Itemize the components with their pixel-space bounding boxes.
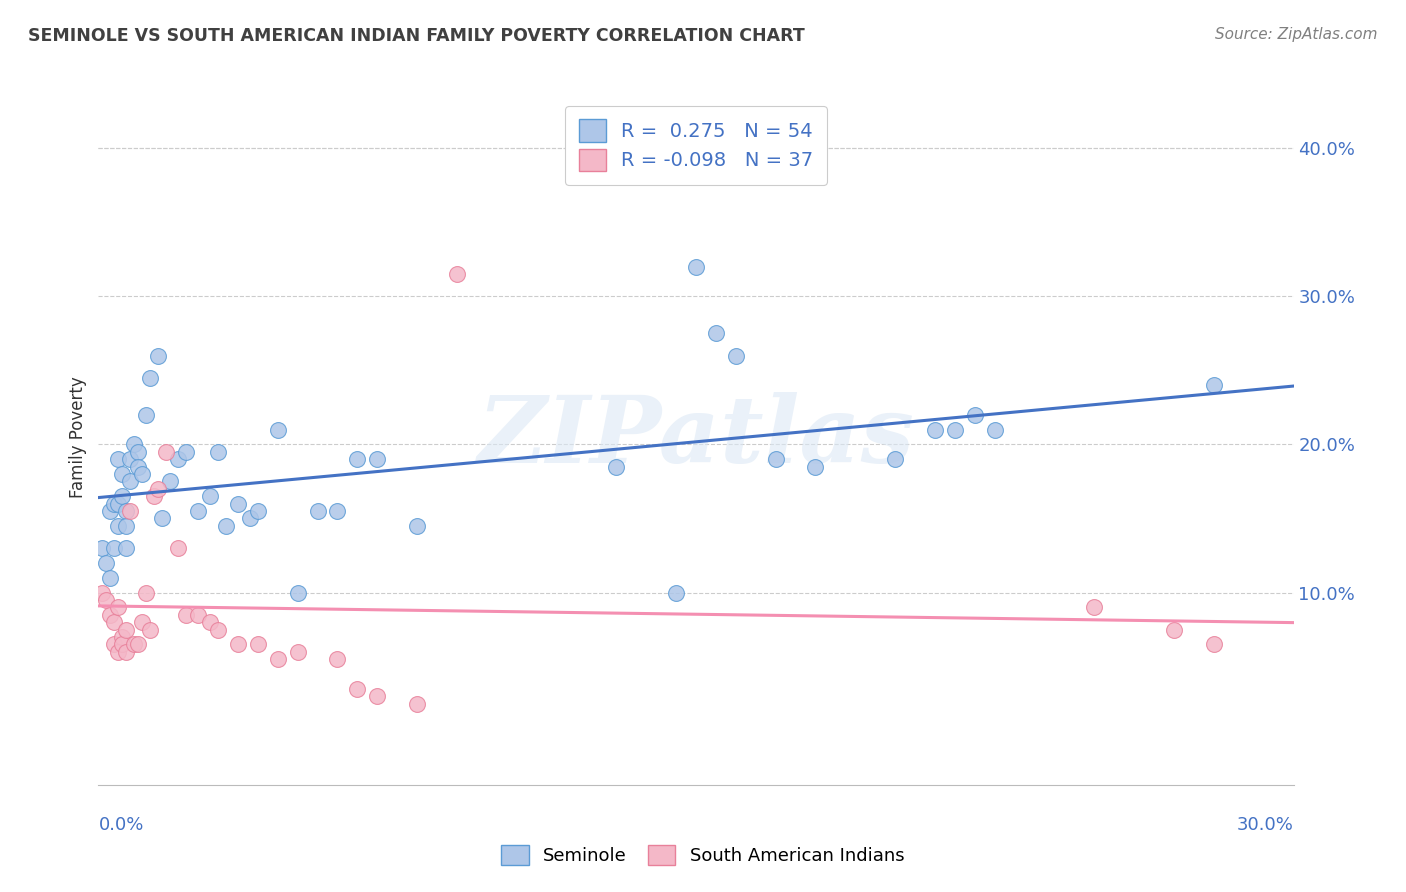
Point [207,623,229,637]
Point [131,467,153,481]
Point [1202,378,1225,392]
Point [246,504,269,518]
Point [111,630,134,644]
Point [366,689,388,703]
Point [131,615,153,629]
Point [187,607,209,622]
Point [155,445,177,459]
Point [446,267,468,281]
Point [111,489,134,503]
Point [963,408,986,422]
Point [267,423,290,437]
Point [139,623,162,637]
Point [91,541,114,555]
Point [943,423,966,437]
Point [115,504,138,518]
Point [120,504,142,518]
Point [150,511,173,525]
Point [287,645,309,659]
Point [111,467,134,481]
Point [115,541,138,555]
Point [307,504,329,518]
Point [120,452,142,467]
Point [406,519,429,533]
Point [127,459,149,474]
Legend: R =  0.275   N = 54, R = -0.098   N = 37: R = 0.275 N = 54, R = -0.098 N = 37 [565,106,827,185]
Point [135,408,157,422]
Point [111,637,134,651]
Point [346,452,368,467]
Point [107,645,129,659]
Text: SEMINOLE VS SOUTH AMERICAN INDIAN FAMILY POVERTY CORRELATION CHART: SEMINOLE VS SOUTH AMERICAN INDIAN FAMILY… [28,27,804,45]
Point [103,637,125,651]
Point [346,681,368,696]
Point [1083,600,1105,615]
Point [665,585,688,599]
Point [96,593,118,607]
Point [96,556,118,570]
Point [226,497,249,511]
Point [267,652,290,666]
Point [1202,637,1225,651]
Point [326,504,349,518]
Point [120,475,142,489]
Point [98,571,122,585]
Point [685,260,707,274]
Point [804,459,827,474]
Point [187,504,209,518]
Point [107,600,129,615]
Point [198,489,221,503]
Point [174,607,197,622]
Point [124,437,146,451]
Point [984,423,1007,437]
Point [103,615,125,629]
Point [765,452,787,467]
Point [287,585,309,599]
Y-axis label: Family Poverty: Family Poverty [69,376,87,498]
Point [107,452,129,467]
Point [127,445,149,459]
Point [115,645,138,659]
Point [107,519,129,533]
Point [98,504,122,518]
Point [326,652,349,666]
Point [115,519,138,533]
Point [605,459,627,474]
Point [103,497,125,511]
Point [103,541,125,555]
Point [139,371,162,385]
Point [246,637,269,651]
Point [91,585,114,599]
Text: 0.0%: 0.0% [98,816,143,834]
Point [215,519,238,533]
Point [884,452,907,467]
Text: ZIPatlas: ZIPatlas [478,392,914,482]
Point [1163,623,1185,637]
Point [159,475,181,489]
Text: Source: ZipAtlas.com: Source: ZipAtlas.com [1215,27,1378,42]
Point [143,489,166,503]
Point [207,445,229,459]
Point [124,637,146,651]
Point [148,482,170,496]
Point [704,326,727,341]
Point [226,637,249,651]
Point [167,452,190,467]
Point [198,615,221,629]
Point [174,445,197,459]
Legend: Seminole, South American Indians: Seminole, South American Indians [492,836,914,874]
Point [98,607,122,622]
Point [107,497,129,511]
Point [127,637,149,651]
Point [148,349,170,363]
Point [167,541,190,555]
Point [135,585,157,599]
Point [406,697,429,711]
Point [724,349,747,363]
Point [239,511,262,525]
Point [115,623,138,637]
Text: 30.0%: 30.0% [1237,816,1294,834]
Point [924,423,946,437]
Point [366,452,388,467]
